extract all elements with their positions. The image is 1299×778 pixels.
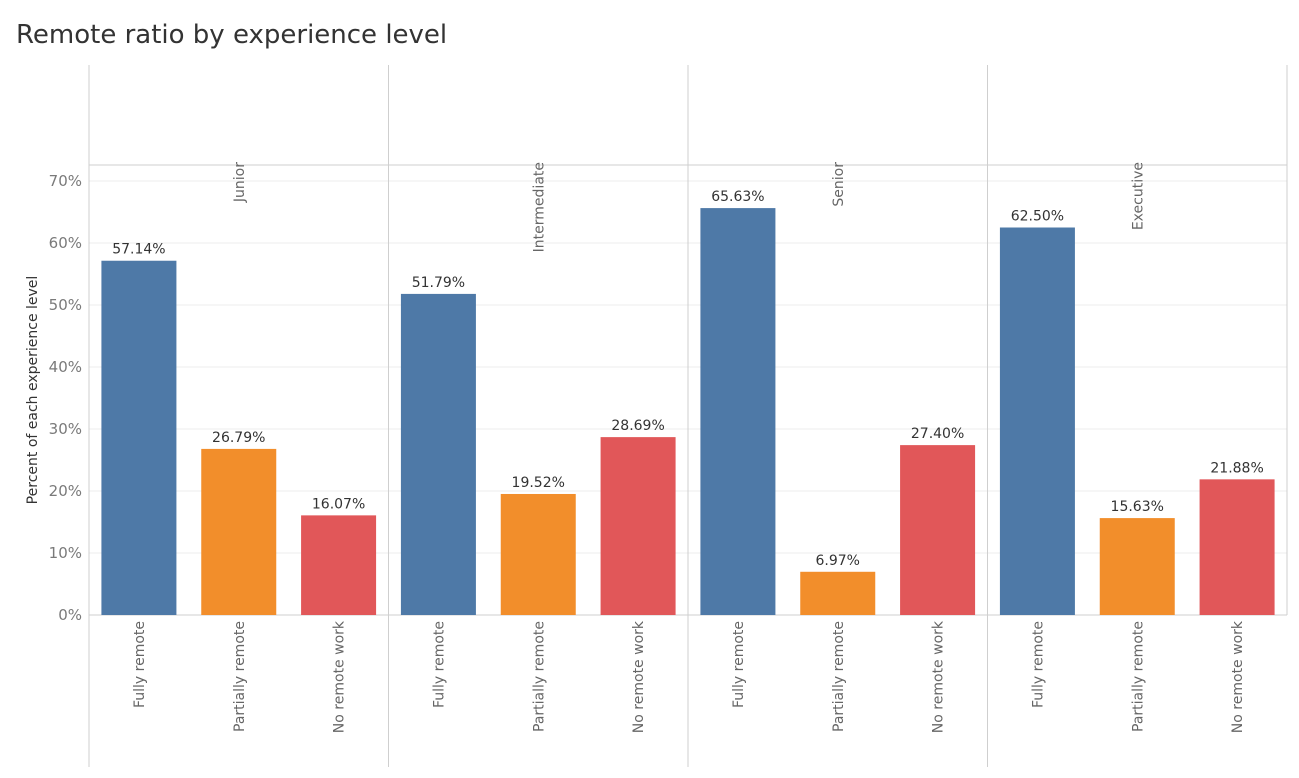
bar [600,437,676,615]
data-label: 16.07% [312,496,365,512]
data-label: 6.97% [816,553,860,569]
bar [1199,479,1275,615]
bar [900,445,976,615]
category-label: Fully remote [132,621,148,708]
bar [1099,518,1175,615]
category-label: Fully remote [431,621,447,708]
bar [400,293,476,615]
y-tick-label: 10% [49,544,82,562]
facet-label: Junior [232,162,248,203]
facet-label: Senior [831,162,847,207]
y-axis: 0% 10% 20% 30% 40% 50% 60% 70% Percent of each e… [25,172,82,624]
data-label: 51.79% [412,275,465,291]
data-label: 57.14% [112,242,165,258]
x-axis-categories: Fully remote Partially remote No remote wo… [132,620,1246,733]
category-label: No remote work [1230,620,1246,733]
y-tick-label: 70% [49,172,82,190]
bar [201,448,277,615]
category-label: Fully remote [731,621,747,708]
data-label: 65.63% [711,189,764,205]
bar [301,515,377,615]
y-tick-label: 0% [58,606,82,624]
category-label: Partially remote [831,621,847,732]
data-label: 15.63% [1111,499,1164,515]
y-tick-label: 50% [49,296,82,314]
category-label: No remote work [931,620,947,733]
y-tick-label: 20% [49,482,82,500]
bar [800,571,876,615]
data-label: 19.52% [512,475,565,491]
category-label: No remote work [631,620,647,733]
category-label: Partially remote [531,621,547,732]
y-axis-label: Percent of each experience level [25,276,41,505]
data-labels: 57.14% 26.79% 16.07% 51.79% 19.52% 28.69% 65.6… [112,189,1264,569]
facet-label: Intermediate [531,162,547,252]
bar [700,208,776,615]
category-label: Partially remote [1130,621,1146,732]
category-label: No remote work [332,620,348,733]
facet-label: Executive [1130,162,1146,230]
y-tick-label: 40% [49,358,82,376]
bar [101,260,177,615]
chart-title: Remote ratio by experience level [16,20,448,50]
data-label: 28.69% [611,418,664,434]
facet-headers: Junior Intermediate Senior Executive [232,162,1147,253]
bar [999,227,1075,615]
panel-dividers [88,65,1288,767]
bars [101,208,1275,615]
data-label: 21.88% [1210,460,1263,476]
data-label: 27.40% [911,426,964,442]
data-label: 62.50% [1011,209,1064,225]
y-tick-label: 60% [49,234,82,252]
y-tick-label: 30% [49,420,82,438]
data-label: 26.79% [212,430,265,446]
category-label: Fully remote [1030,621,1046,708]
bar [500,493,576,615]
category-label: Partially remote [232,621,248,732]
